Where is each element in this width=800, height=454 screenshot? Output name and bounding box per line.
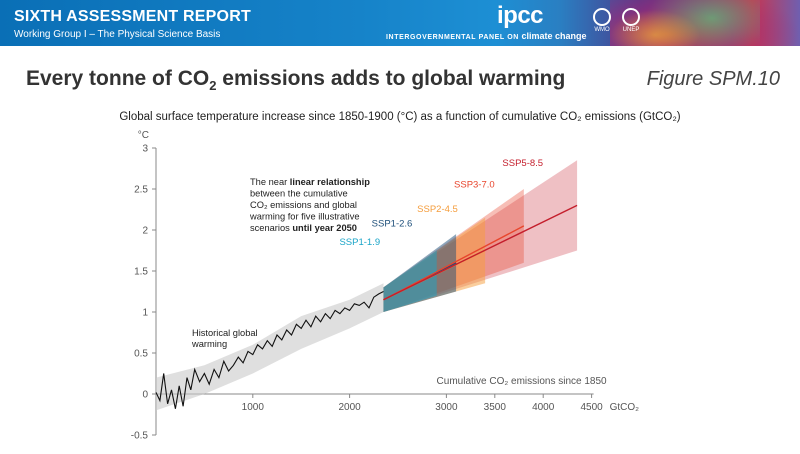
wmo-emblem-icon [593,8,611,26]
annotation-line: between the cumulative [250,189,348,199]
x-tick-label: 2000 [338,402,361,413]
scenario-line-SSP3-7.0 [383,225,525,301]
y-tick-label: 1 [142,308,148,319]
historical-warming-line [155,291,384,409]
ipcc-tagline: INTERGOVERNMENTAL PANEL ON climate chang… [386,31,587,41]
scenario-label-SSP1-2.6: SSP1-2.6 [372,219,413,230]
scenario-line-SSP5-8.5 [383,204,578,301]
y-axis-label: °C [138,130,149,141]
report-banner: SIXTH ASSESSMENT REPORT Working Group I … [0,0,800,46]
ipcc-tagline-prefix: INTERGOVERNMENTAL PANEL ON [386,34,519,41]
report-title: SIXTH ASSESSMENT REPORT [14,8,251,25]
x-tick-label: 3000 [435,402,458,413]
ipcc-logo: ipcc [497,2,544,29]
historical-uncertainty-band [156,283,384,411]
wmo-label: WMO [594,27,610,33]
annotation-line: warming for five illustrative [249,212,360,222]
y-tick-label: 2 [142,226,148,237]
y-tick-label: 0.5 [134,349,148,360]
y-tick-label: 2.5 [134,185,148,196]
annotation-line: CO₂ emissions and global [250,200,357,210]
scenario-band-SSP1-1.9 [383,250,437,312]
ipcc-tagline-suffix: climate change [521,31,587,41]
annotation-run: CO₂ emissions and global [250,200,357,210]
annotation-bold-run: linear relationship [290,177,370,187]
annotation-line: The near linear relationship [250,177,370,187]
report-subtitle: Working Group I – The Physical Science B… [14,29,221,40]
figure-label: Figure SPM.10 [646,68,780,90]
historical-label-line2: warming [191,339,227,349]
x-axis-unit: GtCO₂ [610,402,640,413]
x-tick-label: 3500 [484,402,507,413]
annotation-run: between the cumulative [250,189,348,199]
scenario-label-SSP1-1.9: SSP1-1.9 [339,237,380,248]
annotation-bold-run: until year 2050 [292,223,357,233]
historical-label-line1: Historical global [192,328,258,338]
x-tick-label: 4000 [532,402,555,413]
y-tick-label: 0 [142,390,148,401]
scenario-label-SSP5-8.5: SSP5-8.5 [502,158,543,169]
annotation-line: scenarios until year 2050 [250,223,357,233]
x-axis-label: Cumulative CO₂ emissions since 1850 [437,376,608,387]
unep-logo: UNEP [618,8,644,44]
slide-title-subscript: 2 [209,78,217,94]
wmo-logo: WMO [590,8,614,44]
unep-emblem-icon [622,8,640,26]
scenario-label-SSP3-7.0: SSP3-7.0 [454,179,495,190]
scenario-label-SSP2-4.5: SSP2-4.5 [417,204,458,215]
slide-title-suffix: emissions adds to global warming [216,67,566,90]
y-tick-label: 1.5 [134,267,148,278]
x-tick-label: 1000 [242,402,265,413]
chart-title: Global surface temperature increase sinc… [119,111,681,123]
unep-label: UNEP [622,27,640,33]
annotation-run: warming for five illustrative [249,212,360,222]
y-tick-label: 3 [142,144,148,155]
annotation-run: scenarios [250,223,292,233]
annotation-run: The near [250,177,290,187]
slide-title: Every tonne of CO2 emissions adds to glo… [26,67,565,93]
slide-title-prefix: Every tonne of CO [26,67,210,90]
y-tick-label: -0.5 [131,431,149,442]
x-tick-label: 4500 [580,402,603,413]
